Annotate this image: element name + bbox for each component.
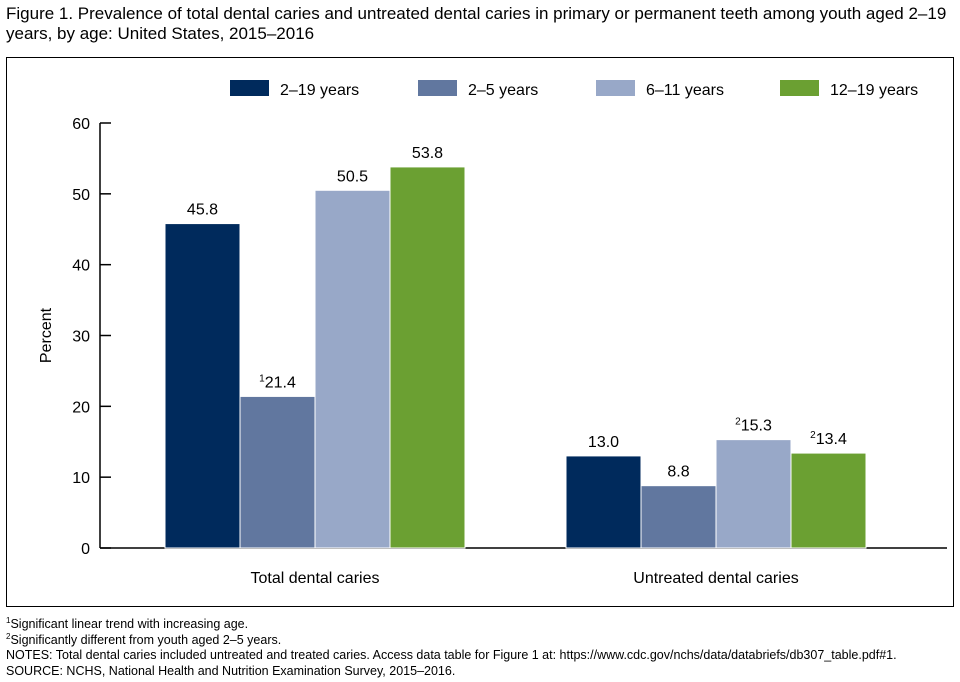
y-tick-label: 50 — [72, 187, 90, 204]
footnote-1: 1Significant linear trend with increasin… — [6, 615, 956, 633]
y-tick-label: 40 — [72, 258, 90, 275]
bar — [389, 166, 466, 549]
data-label-marker: 2 — [735, 417, 741, 428]
legend-swatch — [596, 80, 635, 96]
bar — [314, 189, 391, 549]
data-label: 13.0 — [588, 434, 619, 451]
data-label-marker: 1 — [259, 373, 265, 384]
y-tick-label: 10 — [72, 470, 90, 487]
data-label: 53.8 — [412, 145, 443, 162]
legend-swatch — [230, 80, 269, 96]
y-axis-label: Percent — [38, 307, 55, 363]
bar-chart: 0 10 20 30 40 50 60 Percent 45.8 121.4 50.5 53.8 Tot… — [38, 80, 947, 587]
data-label-value: 15.3 — [741, 418, 772, 435]
legend-swatch — [418, 80, 457, 96]
footnote-marker: 2 — [6, 631, 11, 641]
source-text: SOURCE: NCHS, National Health and Nutrit… — [6, 663, 456, 678]
figure-title: Figure 1. Prevalence of total dental car… — [6, 4, 947, 43]
bar — [790, 452, 867, 549]
data-label: 8.8 — [667, 464, 689, 481]
footnote-2: 2Significantly different from youth aged… — [6, 631, 956, 649]
footnote-text: Significant linear trend with increasing… — [10, 617, 249, 631]
data-label-marker: 2 — [810, 430, 816, 441]
legend-label: 2–19 years — [280, 82, 359, 99]
bar — [565, 455, 642, 549]
data-label: 213.4 — [810, 430, 847, 448]
bar — [640, 485, 717, 549]
notes-text: NOTES: Total dental caries included untr… — [6, 648, 897, 662]
footnotes: 1Significant linear trend with increasin… — [6, 615, 956, 680]
y-tick-label: 30 — [72, 329, 90, 346]
bar — [239, 395, 316, 549]
x-category-label: Total dental caries — [251, 570, 380, 587]
data-label: 50.5 — [337, 168, 368, 185]
legend-label: 2–5 years — [468, 82, 538, 99]
legend-label: 12–19 years — [830, 82, 918, 99]
data-label: 215.3 — [735, 417, 772, 435]
y-tick-label: 60 — [72, 116, 90, 133]
bar — [164, 223, 241, 549]
bar — [715, 439, 792, 549]
legend-label: 6–11 years — [646, 82, 724, 99]
data-label-value: 13.4 — [816, 431, 847, 448]
data-label-value: 21.4 — [265, 374, 296, 391]
y-tick-label: 0 — [81, 541, 90, 558]
source: SOURCE: NCHS, National Health and Nutrit… — [6, 664, 956, 680]
y-tick-label: 20 — [72, 399, 90, 416]
footnote-marker: 1 — [6, 615, 11, 625]
legend-swatch — [780, 80, 819, 96]
chart-frame: 0 10 20 30 40 50 60 Percent 45.8 121.4 50.5 53.8 Tot… — [6, 57, 954, 607]
footnote-text: Significantly different from youth aged … — [10, 632, 282, 647]
x-category-label: Untreated dental caries — [633, 570, 798, 587]
notes: NOTES: Total dental caries included untr… — [6, 648, 956, 664]
data-label: 45.8 — [187, 202, 218, 219]
data-label: 121.4 — [259, 373, 296, 391]
